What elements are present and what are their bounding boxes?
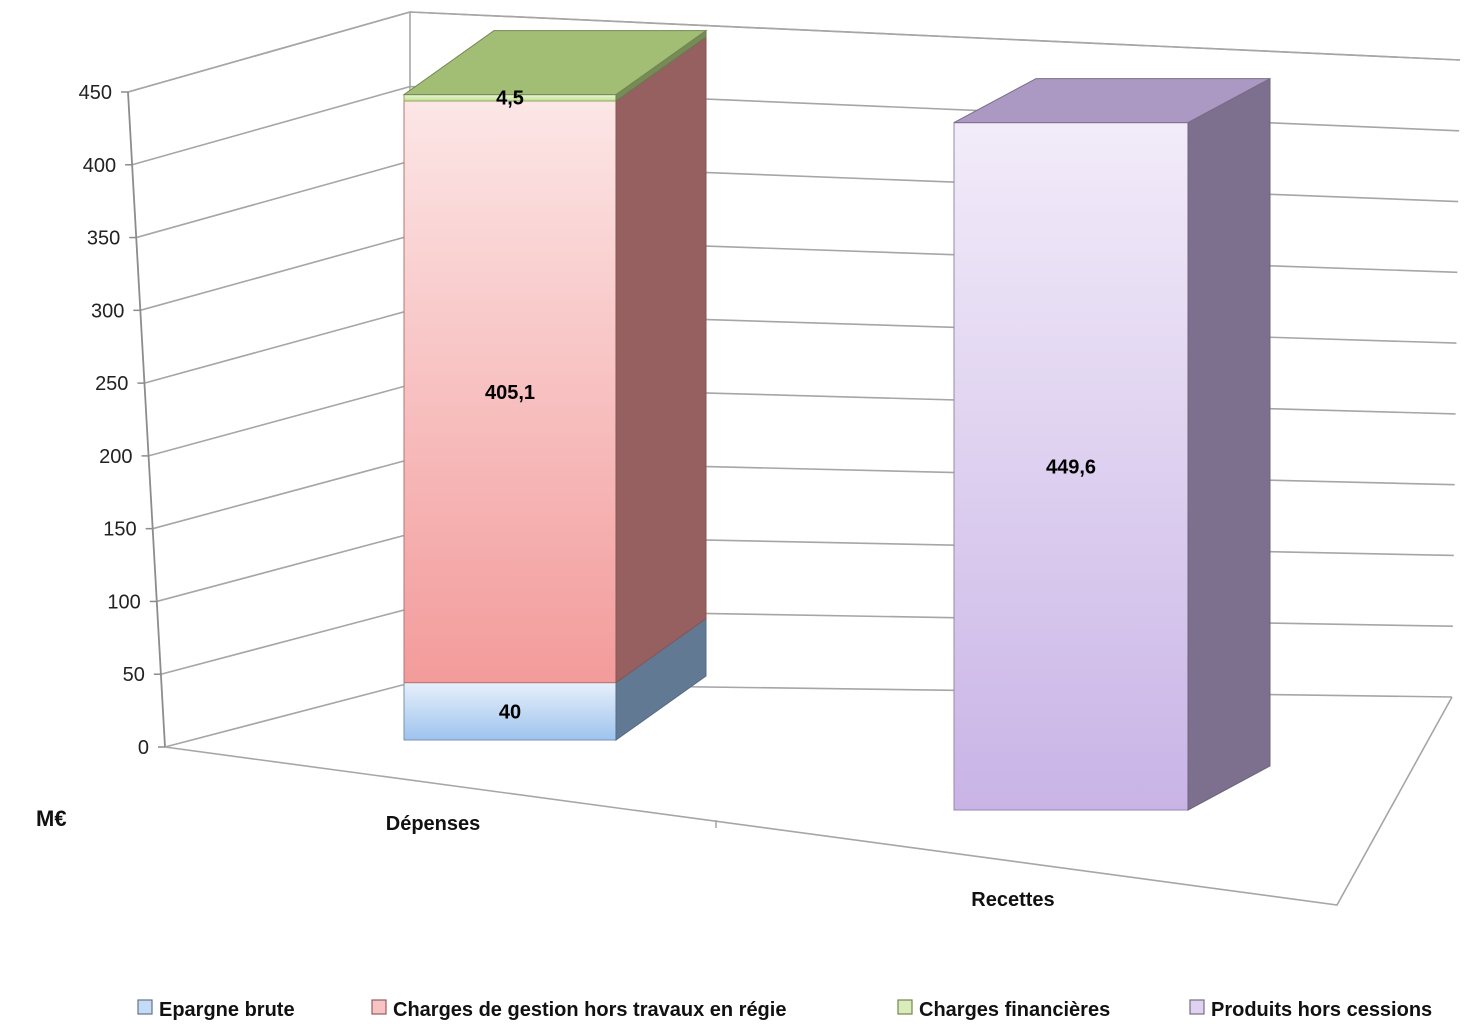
bar-top-face [953,78,1271,124]
legend-item: Produits hors cessions [1189,999,1432,1021]
bar-top-face [402,30,708,96]
bar-stack [402,29,708,741]
legend-swatch [371,999,387,1015]
y-axis-line [127,91,166,748]
legend-swatch [1189,999,1205,1015]
legend-swatch [137,999,153,1015]
y-tick-label: 50 [123,664,145,686]
y-axis: 0 50 100 150 200 250 300 350 400 450 [79,82,165,759]
y-axis-label: M€ [36,806,67,831]
legend-label: Epargne brute [159,999,295,1021]
legend-item: Charges financières [897,999,1110,1021]
y-tick-label: 300 [91,300,124,322]
legend-item: Epargne brute [137,999,295,1021]
legend-label: Charges de gestion hors travaux en régie [393,999,786,1021]
legend-swatch [897,999,913,1015]
y-tick-label: 100 [107,591,140,613]
bar-segment-side [615,36,707,684]
y-tick-label: 450 [79,82,112,104]
y-tick-label: 350 [87,228,120,250]
y-tick-label: 150 [103,519,136,541]
data-label: 405,1 [485,382,535,404]
data-label: 4,5 [496,88,524,110]
x-category-label: Dépenses [386,813,481,835]
bars: 40 405,1 4,5 449,6 [402,29,1271,811]
legend-item: Charges de gestion hors travaux en régie [371,999,786,1021]
bar-stack [953,77,1271,811]
x-axis: Dépenses Recettes [386,813,1055,911]
data-label: 449,6 [1046,456,1096,478]
y-tick-label: 400 [83,155,116,177]
y-tick-label: 200 [99,446,132,468]
data-label: 40 [499,701,521,723]
y-tick-label: 250 [95,373,128,395]
floor-outline [164,696,1453,906]
bar-segment-side [1187,77,1271,811]
legend-label: Charges financières [919,999,1110,1021]
legend-label: Produits hors cessions [1211,999,1432,1021]
side-wall [128,12,410,747]
legend: Epargne brute Charges de gestion hors tra… [137,999,1432,1021]
y-tick-label: 0 [138,737,149,759]
x-category-label: Recettes [971,889,1054,911]
